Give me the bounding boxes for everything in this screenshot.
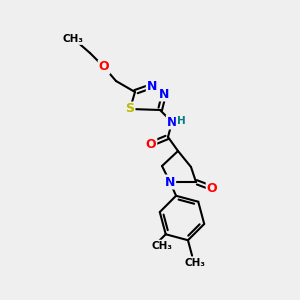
Text: O: O bbox=[207, 182, 217, 194]
Text: N: N bbox=[165, 176, 175, 188]
Text: CH₃: CH₃ bbox=[62, 34, 83, 44]
Text: N: N bbox=[159, 88, 169, 100]
Text: H: H bbox=[177, 116, 185, 126]
Text: O: O bbox=[146, 137, 156, 151]
Text: CH₃: CH₃ bbox=[184, 258, 206, 268]
Text: CH₃: CH₃ bbox=[152, 241, 173, 250]
Text: O: O bbox=[99, 61, 109, 74]
Text: N: N bbox=[167, 116, 177, 128]
Text: S: S bbox=[125, 103, 134, 116]
Text: N: N bbox=[147, 80, 157, 92]
